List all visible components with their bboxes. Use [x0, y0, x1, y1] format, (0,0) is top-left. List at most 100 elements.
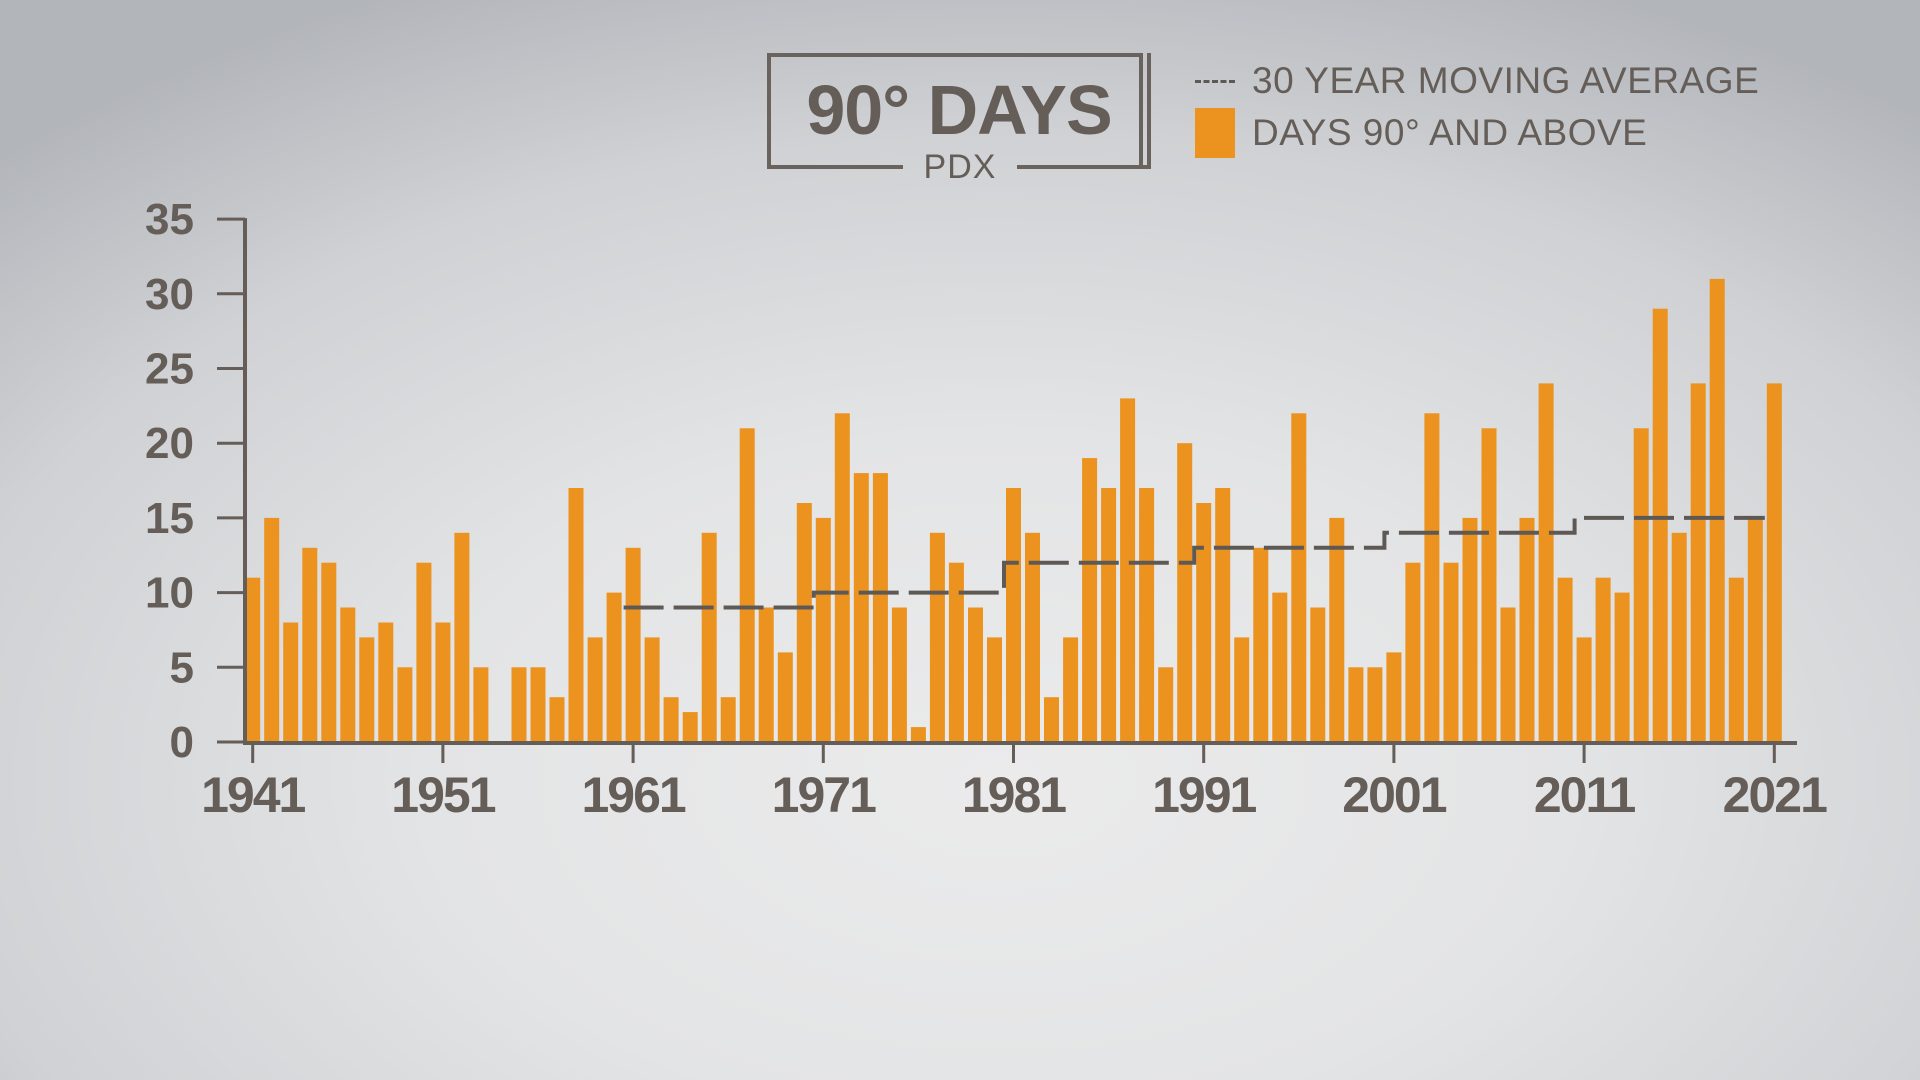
bar-2002 — [1405, 562, 1421, 742]
bar-1990 — [1177, 443, 1193, 742]
bar-2007 — [1500, 607, 1516, 742]
bar-1975 — [891, 607, 907, 742]
bar-2015 — [1652, 308, 1668, 742]
bar-2018 — [1709, 278, 1725, 742]
bar-1968 — [758, 607, 774, 742]
bar-1953 — [473, 667, 489, 742]
bar-2019 — [1728, 577, 1744, 742]
bar-1999 — [1348, 667, 1364, 742]
bar-1998 — [1329, 517, 1345, 742]
bar-2004 — [1443, 562, 1459, 742]
bar-2010 — [1557, 577, 1573, 742]
bar-1988 — [1139, 488, 1155, 742]
chart-subtitle: PDX — [923, 148, 997, 186]
bar-1969 — [777, 652, 793, 742]
legend-item-days-90: DAYS 90° AND ABOVE — [1195, 108, 1647, 158]
bar-1957 — [549, 697, 565, 742]
bar-1942 — [264, 517, 280, 742]
bar-1966 — [720, 697, 736, 742]
moving-average-line — [623, 515, 1765, 610]
bars-group — [245, 278, 1782, 742]
bar-1963 — [663, 697, 679, 742]
y-tick-label: 5 — [170, 643, 194, 692]
bar-2001 — [1386, 652, 1402, 742]
bar-1992 — [1215, 488, 1231, 742]
bar-1983 — [1044, 697, 1059, 742]
bar-1952 — [454, 532, 470, 742]
bar-1948 — [378, 622, 394, 742]
bar-1951 — [435, 622, 451, 742]
bar-1982 — [1025, 532, 1040, 742]
bar-2021 — [1766, 383, 1782, 742]
x-axis: 1941 1951 1961 1971 1981 1991 2001 2011 2021 — [201, 741, 1829, 823]
bar-2016 — [1671, 532, 1687, 742]
bar-1995 — [1272, 592, 1288, 742]
x-tick-label: 2011 — [1534, 767, 1636, 823]
dashed-line-icon — [1195, 79, 1235, 83]
bar-1949 — [397, 667, 413, 742]
bar-1987 — [1120, 398, 1136, 742]
y-tick-label: 25 — [145, 345, 194, 394]
bar-1976 — [910, 727, 926, 742]
bar-2012 — [1595, 577, 1611, 742]
bar-1972 — [834, 413, 850, 742]
y-tick-label: 20 — [145, 419, 194, 468]
legend-label: 30 YEAR MOVING AVERAGE — [1252, 60, 1760, 101]
bar-1994 — [1253, 547, 1269, 742]
x-tick-label: 1941 — [201, 767, 305, 823]
bar-1955 — [511, 667, 527, 742]
bar-1986 — [1101, 488, 1117, 742]
bar-1950 — [416, 562, 432, 742]
x-tick-label: 1951 — [391, 767, 495, 823]
x-tick-label: 1971 — [772, 767, 876, 823]
bar-2017 — [1690, 383, 1706, 742]
bar-2008 — [1519, 517, 1535, 742]
y-tick-label: 10 — [145, 569, 194, 618]
bar-1974 — [872, 473, 888, 742]
bar-1980 — [987, 637, 1002, 742]
bar-1956 — [530, 667, 546, 742]
bar-1985 — [1082, 458, 1098, 742]
bar-1946 — [340, 607, 356, 742]
y-tick-label: 35 — [145, 195, 194, 244]
bar-1984 — [1063, 637, 1079, 742]
legend-label: DAYS 90° AND ABOVE — [1252, 112, 1648, 153]
title-box-border-bottom-right — [1017, 165, 1151, 169]
bar-1965 — [701, 532, 717, 742]
title-box-border-right — [1147, 53, 1151, 169]
moving-average-path — [623, 515, 1765, 610]
bar-1944 — [302, 547, 318, 742]
bar-1997 — [1310, 607, 1326, 742]
title-box — [767, 53, 1143, 165]
legend-item-moving-average: 30 YEAR MOVING AVERAGE — [1195, 60, 1759, 102]
x-tick-label: 2001 — [1342, 767, 1446, 823]
x-tick-label: 1981 — [962, 767, 1066, 823]
bar-1971 — [815, 517, 831, 742]
bar-1996 — [1291, 413, 1307, 742]
bar-1961 — [625, 547, 641, 742]
bar-1959 — [587, 637, 603, 742]
bar-2005 — [1462, 517, 1478, 742]
bar-1989 — [1158, 667, 1174, 742]
chart-title: 90° DAYS — [806, 71, 1112, 149]
bar-1978 — [948, 562, 964, 742]
orange-square-icon — [1195, 108, 1235, 158]
bar-1977 — [929, 532, 945, 742]
bar-1958 — [568, 488, 584, 742]
title-box-border-bottom-left — [767, 165, 903, 169]
bar-2006 — [1481, 428, 1497, 742]
bar-1941 — [245, 577, 261, 742]
y-tick-label: 15 — [145, 494, 194, 543]
bar-1960 — [606, 592, 622, 742]
y-axis: 0 5 10 15 20 25 30 35 — [145, 195, 247, 767]
bar-2003 — [1424, 413, 1440, 742]
bar-1947 — [359, 637, 375, 742]
bar-1945 — [321, 562, 337, 742]
bar-1979 — [968, 607, 983, 742]
y-tick-label: 0 — [170, 718, 194, 767]
bar-2000 — [1367, 667, 1383, 742]
bar-1993 — [1234, 637, 1250, 742]
bar-1967 — [739, 428, 755, 742]
bar-2013 — [1614, 592, 1630, 742]
